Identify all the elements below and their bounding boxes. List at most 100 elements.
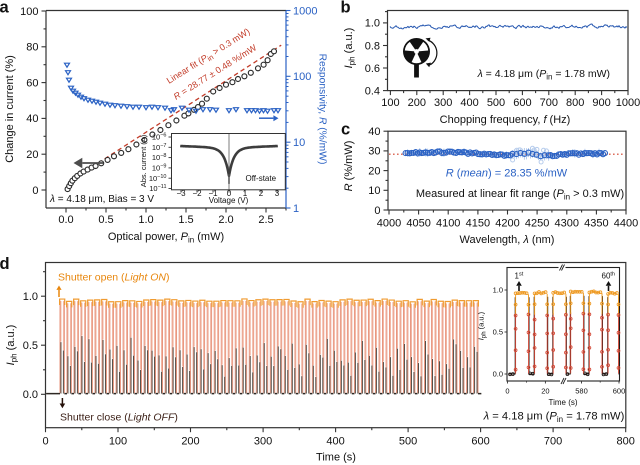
svg-text:10: 10	[368, 185, 380, 197]
svg-text:580: 580	[575, 387, 588, 396]
svg-text:−2: −2	[192, 189, 202, 198]
svg-text:−1: −1	[208, 189, 218, 198]
svg-text:800: 800	[617, 436, 635, 448]
svg-text:10−6: 10−6	[152, 133, 167, 142]
svg-text:10−9: 10−9	[152, 164, 167, 173]
svg-text:500: 500	[487, 97, 505, 109]
svg-text:λ = 4.18 μm (Pin = 1.78 mW): λ = 4.18 μm (Pin = 1.78 mW)	[483, 411, 625, 425]
svg-text:1000: 1000	[616, 97, 640, 109]
svg-text:0.5: 0.5	[23, 340, 38, 352]
svg-text:c: c	[341, 121, 350, 139]
svg-text:10: 10	[293, 137, 305, 149]
svg-text:d: d	[0, 255, 10, 273]
svg-text:Optical power, Pin (mW): Optical power, Pin (mW)	[108, 231, 224, 245]
svg-text:Wavelength, λ (nm): Wavelength, λ (nm)	[460, 234, 555, 246]
svg-text:700: 700	[540, 97, 558, 109]
svg-text:0.8: 0.8	[365, 40, 380, 52]
svg-text:Abs. current (A): Abs. current (A)	[139, 134, 148, 187]
svg-text:800: 800	[566, 97, 584, 109]
svg-text:10−8: 10−8	[152, 153, 167, 162]
svg-text:Off-state: Off-state	[246, 174, 277, 183]
svg-text:0: 0	[227, 189, 232, 198]
svg-text:0: 0	[505, 387, 509, 396]
svg-text:30: 30	[368, 146, 380, 158]
svg-text:2.0: 2.0	[218, 214, 233, 226]
svg-text:600: 600	[613, 387, 626, 396]
svg-text:0.5: 0.5	[493, 328, 503, 337]
svg-text:R (mean) = 28.35 %/mW: R (mean) = 28.35 %/mW	[446, 168, 568, 180]
svg-text:a: a	[0, 0, 10, 17]
svg-text:λ = 4.18 μm (Pin = 1.78 mW): λ = 4.18 μm (Pin = 1.78 mW)	[477, 68, 610, 82]
svg-text:2: 2	[259, 189, 264, 198]
svg-text:100: 100	[109, 436, 127, 448]
svg-text:1.0: 1.0	[493, 286, 503, 295]
svg-text:100: 100	[381, 97, 399, 109]
svg-text:2.5: 2.5	[258, 214, 273, 226]
svg-text:20: 20	[26, 149, 38, 161]
svg-text:600: 600	[471, 436, 489, 448]
svg-text:1.0: 1.0	[23, 291, 38, 303]
svg-text:Iph (a.u.): Iph (a.u.)	[343, 28, 357, 69]
svg-text:10−10: 10−10	[149, 174, 167, 183]
svg-text:4050: 4050	[406, 218, 430, 230]
svg-text:0: 0	[374, 205, 380, 217]
svg-text:500: 500	[399, 436, 417, 448]
svg-text:20: 20	[541, 387, 549, 396]
svg-text:1: 1	[243, 189, 248, 198]
svg-text:Responsivity, R (%/mW): Responsivity, R (%/mW)	[317, 54, 328, 165]
svg-text:200: 200	[408, 97, 426, 109]
svg-text:0.0: 0.0	[493, 370, 503, 379]
svg-text:Shutter close (Light OFF): Shutter close (Light OFF)	[60, 412, 178, 424]
svg-text:400: 400	[326, 436, 344, 448]
svg-text:0.4: 0.4	[365, 85, 380, 97]
svg-text:Change in current (%): Change in current (%)	[4, 55, 16, 163]
svg-text:R (%/mW): R (%/mW)	[343, 141, 355, 192]
svg-text:900: 900	[592, 97, 610, 109]
svg-text:λ = 4.18 μm, Bias = 3 V: λ = 4.18 μm, Bias = 3 V	[49, 194, 154, 205]
svg-text:4100: 4100	[436, 218, 460, 230]
svg-text:4400: 4400	[614, 218, 638, 230]
svg-text:0: 0	[32, 185, 38, 197]
svg-text:Voltage (V): Voltage (V)	[209, 196, 249, 205]
svg-text:700: 700	[544, 436, 562, 448]
svg-text:1000: 1000	[293, 5, 317, 17]
svg-text:Iph (a.u.): Iph (a.u.)	[477, 311, 488, 340]
svg-text:100: 100	[20, 6, 38, 18]
svg-text:60: 60	[26, 77, 38, 89]
svg-text:300: 300	[254, 436, 272, 448]
svg-text:1.0: 1.0	[365, 18, 380, 30]
svg-text:10−11: 10−11	[149, 184, 166, 193]
svg-text:0.5: 0.5	[98, 214, 113, 226]
svg-text:40: 40	[26, 113, 38, 125]
svg-text:Shutter open (Light ON): Shutter open (Light ON)	[58, 272, 169, 284]
svg-text:40: 40	[368, 126, 380, 138]
svg-text:200: 200	[181, 436, 199, 448]
svg-text:1.5: 1.5	[178, 214, 193, 226]
svg-text:Time (s): Time (s)	[548, 398, 577, 407]
svg-text:10−7: 10−7	[152, 143, 167, 152]
svg-text:20: 20	[368, 165, 380, 177]
svg-text:Iph (a.u.): Iph (a.u.)	[5, 325, 19, 366]
svg-text:4300: 4300	[555, 218, 579, 230]
svg-text:0.0: 0.0	[58, 214, 73, 226]
svg-text:0.0: 0.0	[23, 389, 38, 401]
svg-text:4250: 4250	[525, 218, 549, 230]
svg-text:4200: 4200	[495, 218, 519, 230]
svg-text:60th: 60th	[602, 272, 616, 281]
svg-text:−3: −3	[176, 189, 186, 198]
svg-text:4150: 4150	[466, 218, 490, 230]
svg-text:0.6: 0.6	[365, 63, 380, 75]
svg-text:100: 100	[293, 71, 311, 83]
svg-text:4350: 4350	[584, 218, 608, 230]
svg-text:600: 600	[513, 97, 531, 109]
svg-text:0: 0	[42, 436, 48, 448]
svg-text:Time (s): Time (s)	[316, 452, 356, 464]
svg-text:Chopping frequency, f (Hz): Chopping frequency, f (Hz)	[440, 114, 571, 126]
svg-text:1: 1	[293, 203, 299, 215]
svg-text:3: 3	[275, 189, 280, 198]
svg-text:400: 400	[460, 97, 478, 109]
svg-text:1st: 1st	[515, 272, 524, 281]
svg-text:80: 80	[26, 42, 38, 54]
svg-text:Measured at linear fit range (: Measured at linear fit range (Pin > 0.3 …	[416, 188, 624, 202]
svg-text:300: 300	[434, 97, 452, 109]
